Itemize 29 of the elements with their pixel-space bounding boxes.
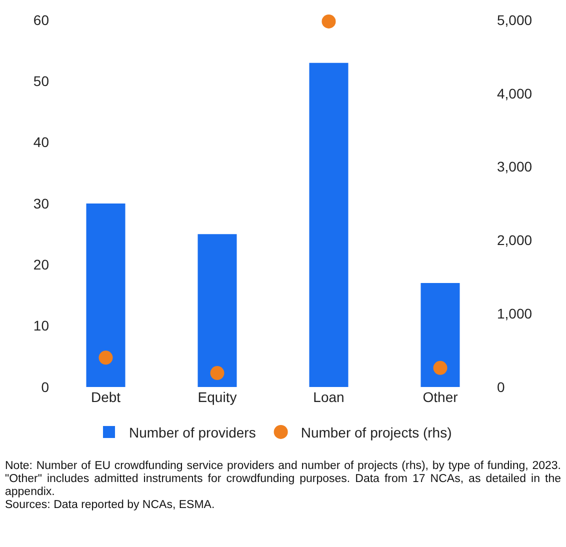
bar — [420, 283, 460, 387]
y-tick-label: 20 — [33, 256, 50, 273]
y-tick-label: 50 — [33, 73, 50, 90]
y2-tick-label: 5,000 — [497, 12, 532, 28]
x-tick-label: Equity — [198, 389, 237, 405]
bar — [86, 204, 126, 387]
y-tick-label: 40 — [33, 134, 50, 150]
point — [210, 366, 224, 380]
y2-tick-label: 2,000 — [497, 232, 532, 248]
text: Note: Number of EU crowdfunding service providers and number of projects (rhs), by type of funding, 2023. "Other" includes admitted instruments for crowdfunding purposes. Data from 17 NCAs, as detailed in the appendix. — [5, 460, 561, 499]
y-tick-label: 0 — [41, 378, 50, 395]
bar — [198, 234, 237, 387]
point — [98, 350, 113, 365]
point — [433, 360, 448, 375]
x-tick-label: Other — [422, 389, 458, 405]
y-tick-label: 30 — [33, 195, 50, 212]
y2-tick-label: 4,000 — [497, 85, 532, 102]
y2-tick-label: 0 — [497, 378, 505, 395]
x-tick-label: Debt — [90, 389, 121, 405]
point — [322, 14, 336, 28]
source-note: Sources: Data reported by NCAs, ESMA. — [5, 499, 216, 512]
x-tick-label: Loan — [313, 389, 344, 405]
legend-label: Number of providers — [129, 424, 256, 440]
y2-tick-label: 3,000 — [497, 158, 532, 175]
y2-tick-label: 1,000 — [497, 306, 532, 322]
y-tick-label: 10 — [33, 318, 50, 334]
y-tick-label: 60 — [33, 12, 50, 28]
bar — [309, 62, 348, 387]
legend-label: Number of projects (rhs) — [300, 424, 452, 440]
